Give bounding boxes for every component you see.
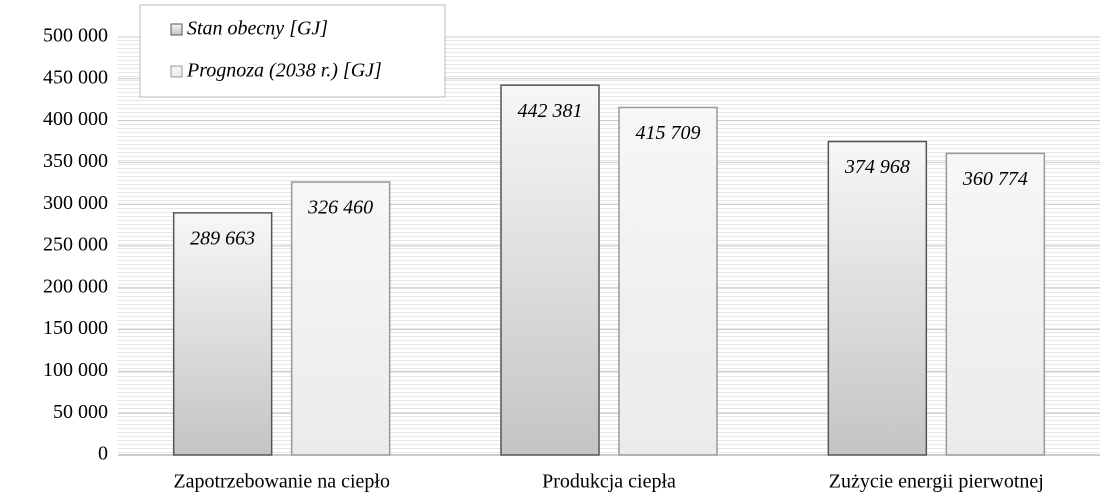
legend-swatch bbox=[170, 23, 183, 36]
value-label: 415 709 bbox=[636, 122, 701, 144]
legend bbox=[139, 4, 446, 98]
bar bbox=[827, 140, 928, 456]
y-tick-label: 0 bbox=[98, 443, 108, 465]
bar bbox=[945, 152, 1046, 456]
x-tick-label: Zapotrzebowanie na ciepło bbox=[173, 471, 390, 493]
y-tick-label: 350 000 bbox=[43, 150, 108, 172]
legend-swatch bbox=[170, 65, 183, 78]
y-tick-label: 200 000 bbox=[43, 275, 108, 297]
y-tick-label: 100 000 bbox=[43, 359, 108, 381]
y-tick-label: 500 000 bbox=[43, 25, 108, 47]
y-tick-label: 150 000 bbox=[43, 317, 108, 339]
legend-label: Prognoza (2038 r.) [GJ] bbox=[186, 60, 382, 82]
value-label: 374 968 bbox=[844, 156, 910, 178]
x-tick-label: Produkcja ciepła bbox=[542, 471, 676, 493]
value-label: 442 381 bbox=[518, 100, 583, 122]
x-tick-label: Zużycie energii pierwotnej bbox=[829, 471, 1044, 493]
y-tick-label: 50 000 bbox=[53, 401, 108, 423]
value-label: 289 663 bbox=[190, 227, 255, 249]
bar bbox=[172, 212, 273, 456]
bar bbox=[618, 106, 718, 456]
value-label: 326 460 bbox=[307, 197, 373, 219]
y-tick-label: 450 000 bbox=[43, 66, 108, 88]
y-tick-label: 250 000 bbox=[43, 234, 108, 256]
y-tick-label: 300 000 bbox=[43, 192, 108, 214]
bar bbox=[290, 181, 391, 456]
bar bbox=[500, 84, 600, 456]
y-tick-label: 400 000 bbox=[43, 108, 108, 130]
value-label: 360 774 bbox=[962, 168, 1028, 190]
legend-label: Stan obecny [GJ] bbox=[187, 18, 328, 40]
